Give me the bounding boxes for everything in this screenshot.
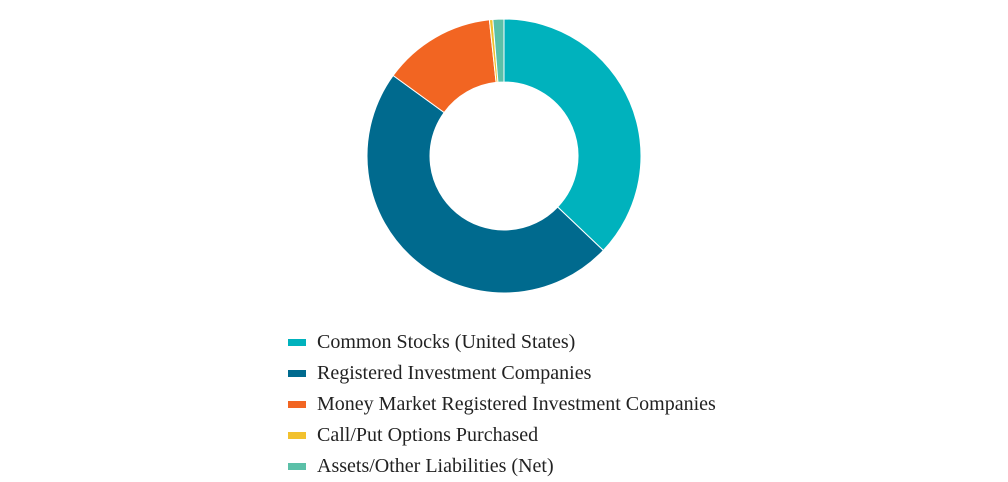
- legend-label: Assets/Other Liabilities (Net): [317, 455, 554, 477]
- legend-swatch: [288, 432, 306, 439]
- legend-swatch: [288, 463, 306, 470]
- legend-item-4: Call/Put Options Purchased: [288, 420, 716, 451]
- legend-swatch: [288, 401, 306, 408]
- legend-item-3: Money Market Registered Investment Compa…: [288, 389, 716, 420]
- legend-item-1: Common Stocks (United States): [288, 327, 716, 358]
- legend-label: Registered Investment Companies: [317, 362, 592, 384]
- legend-swatch: [288, 339, 306, 346]
- donut-slice-5: [492, 18, 505, 83]
- legend-item-2: Registered Investment Companies: [288, 358, 716, 389]
- donut-chart: [366, 18, 642, 294]
- legend-swatch: [288, 370, 306, 377]
- legend-item-5: Assets/Other Liabilities (Net): [288, 451, 716, 482]
- legend-label: Common Stocks (United States): [317, 331, 576, 353]
- donut-slice-1: [503, 18, 642, 252]
- legend-label: Call/Put Options Purchased: [317, 424, 539, 446]
- legend: Common Stocks (United States) Registered …: [288, 327, 716, 482]
- donut-slice-2: [366, 74, 604, 294]
- legend-label: Money Market Registered Investment Compa…: [317, 393, 716, 415]
